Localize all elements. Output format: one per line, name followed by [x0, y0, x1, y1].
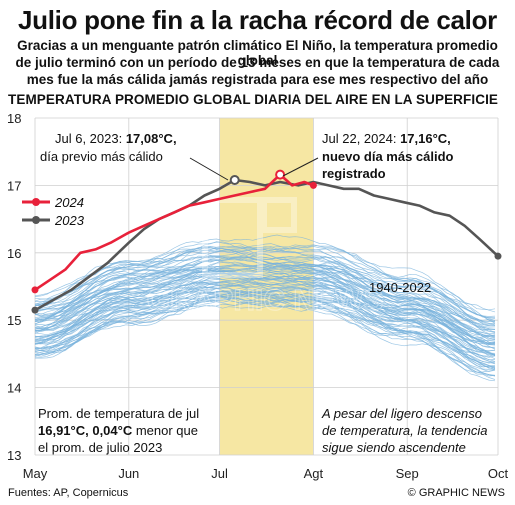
- x-tick-label: Jul: [211, 466, 228, 481]
- historical-line: [34, 272, 496, 350]
- historical-line: [34, 274, 496, 345]
- historical-line: [34, 275, 496, 344]
- historical-line: [34, 280, 496, 363]
- x-tick-label: Agt: [304, 466, 324, 481]
- historical-line: [34, 241, 496, 326]
- x-tick-label: Sep: [396, 466, 419, 481]
- jul6-leader-line: [189, 157, 229, 181]
- historical-line: [34, 265, 496, 340]
- historical-line: [34, 256, 496, 319]
- historical-line: [34, 256, 496, 326]
- y-tick-label: 13: [7, 448, 21, 463]
- x-tick-label: May: [23, 466, 48, 481]
- jul22-leader-line: [282, 157, 319, 177]
- historical-line: [34, 299, 496, 372]
- copyright-credit: © GRAPHIC NEWS: [407, 487, 505, 499]
- historical-line: [34, 253, 496, 328]
- historical-line: [34, 270, 496, 344]
- jul22-annotation-line-3: registrado: [322, 166, 386, 181]
- historical-range-label: 1940-2022: [369, 280, 431, 295]
- headline: Julio pone fin a la racha récord de calo…: [18, 5, 497, 35]
- series-end-point-2023: [494, 252, 502, 260]
- historical-line: [34, 294, 496, 369]
- watermark-logo-box: [202, 197, 263, 278]
- trend-note-line-3: sigue siendo ascendente: [322, 440, 466, 455]
- historical-line: [34, 286, 496, 365]
- trend-note-line-2: de temperatura, la tendencia: [322, 423, 488, 438]
- record-point-2023: [229, 175, 240, 186]
- jul6-annotation-line-2: día previo más cálido: [40, 149, 163, 164]
- jul22-annotation-line-1: Jul 22, 2024: 17,16°C,: [322, 131, 451, 146]
- historical-line: [35, 245, 496, 324]
- historical-line: [34, 293, 496, 376]
- historical-line: [34, 263, 496, 339]
- historical-line: [34, 256, 496, 332]
- y-tick-label: 15: [7, 313, 21, 328]
- series-start-point-2023: [31, 306, 39, 314]
- historical-line: [34, 271, 496, 345]
- historical-line: [34, 291, 496, 366]
- trend-note-line-1: A pesar del ligero descenso: [321, 406, 482, 421]
- subtitle-line-2: de julio terminó con un período de 13 me…: [15, 55, 500, 70]
- y-tick-label: 18: [7, 111, 21, 126]
- historical-line: [34, 285, 496, 358]
- legend-dot-2024: [32, 198, 40, 206]
- series-start-point-2024: [31, 286, 39, 294]
- jul22-annotation-line-2: nuevo día más cálido: [322, 149, 454, 164]
- x-tick-label: Oct: [488, 466, 509, 481]
- historical-line: [34, 234, 496, 311]
- historical-line: [34, 299, 496, 382]
- avg-note-line-1: Prom. de temperatura de jul: [38, 406, 199, 421]
- avg-note-line-2: 16,91°C, 0,04°C menor que: [38, 423, 198, 438]
- avg-note-line-3: el prom. de julio 2023: [38, 440, 162, 455]
- historical-line: [34, 255, 496, 330]
- record-point-2024: [275, 169, 286, 180]
- watermark-logo-box: [261, 197, 297, 233]
- x-tick-label: Jun: [118, 466, 139, 481]
- historical-line: [34, 304, 496, 373]
- y-tick-label: 16: [7, 246, 21, 261]
- historical-line: [34, 244, 495, 318]
- legend-label-2023: 2023: [54, 213, 85, 228]
- subtitle-line-3: mes fue la más cálida jamás registrada p…: [26, 72, 489, 87]
- historical-line: [34, 281, 496, 357]
- historical-line: [34, 265, 496, 331]
- historical-line: [34, 298, 496, 371]
- chart-title: TEMPERATURA PROMEDIO GLOBAL DIARIA DEL A…: [8, 92, 499, 107]
- historical-line: [34, 279, 496, 360]
- jul6-annotation-line-1: Jul 6, 2023: 17,08°C,: [55, 131, 177, 146]
- historical-line: [34, 246, 496, 313]
- historical-line: [34, 261, 496, 342]
- subtitle-line-1: Gracias a un menguante patrón climático …: [17, 38, 498, 68]
- legend-dot-2023: [32, 216, 40, 224]
- historical-line: [35, 266, 496, 340]
- historical-line: [34, 247, 496, 327]
- y-tick-label: 17: [7, 178, 21, 193]
- series-end-point-2024: [309, 181, 317, 189]
- sources-note: Fuentes: AP, Copernicus: [8, 487, 129, 499]
- legend-label-2024: 2024: [54, 195, 84, 210]
- historical-line: [34, 243, 496, 323]
- watermark-text: GRAPHIC NEWS: [147, 284, 384, 317]
- historical-line: [34, 261, 496, 333]
- y-tick-label: 14: [7, 381, 21, 396]
- series-line-2023: [34, 178, 499, 312]
- historical-line: [35, 295, 496, 377]
